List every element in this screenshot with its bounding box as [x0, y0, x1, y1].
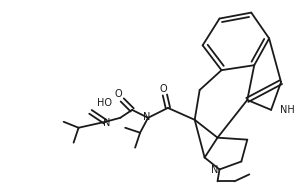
Text: NH: NH	[280, 105, 295, 115]
Text: O: O	[115, 89, 122, 99]
Text: N: N	[103, 118, 110, 128]
Text: O: O	[159, 84, 167, 94]
Text: HO: HO	[97, 98, 112, 108]
Text: N: N	[211, 165, 218, 175]
Text: N: N	[143, 112, 151, 122]
